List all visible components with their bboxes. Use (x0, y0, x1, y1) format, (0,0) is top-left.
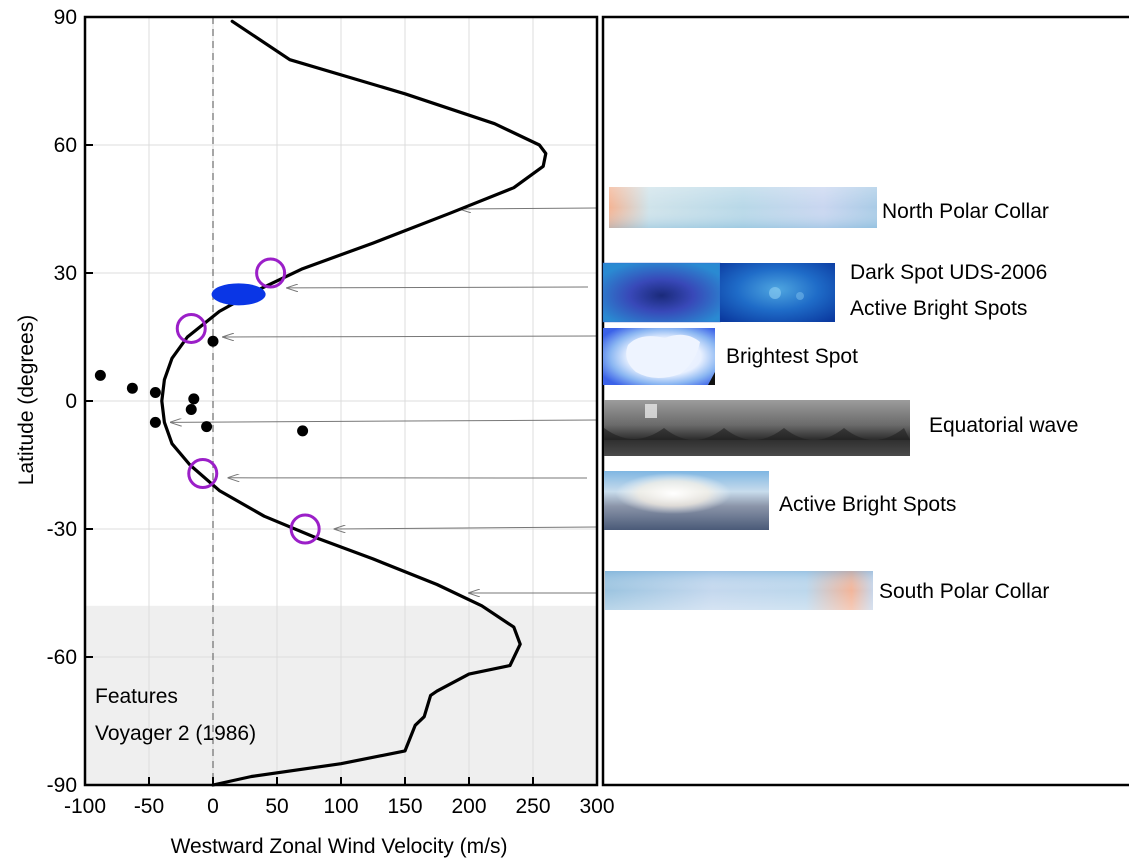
right-panel-frame (601, 15, 1129, 787)
active-bright-spots-image (604, 471, 769, 530)
y-tick-label: 90 (54, 6, 77, 29)
x-tick-label: 100 (323, 795, 358, 818)
north-polar-collar-image (609, 187, 877, 228)
y-axis-label: Latitude (degrees) (15, 315, 38, 485)
annotation-arrow (335, 527, 598, 529)
scatter-point (94, 369, 106, 381)
voyager-label-line-1: Features (95, 685, 178, 708)
dark-spot-image (602, 262, 721, 323)
circle-marker (289, 513, 321, 545)
x-axis-ticks: -100 -50 0 50 100 150 200 250 300 (64, 777, 615, 818)
x-axis-label: Westward Zonal Wind Velocity (m/s) (171, 835, 508, 858)
dark-spot-markers (211, 283, 266, 306)
equatorial-wave-image (604, 400, 910, 456)
y-tick-label: 0 (65, 390, 77, 413)
x-tick-label: 250 (515, 795, 550, 818)
dark-spot-marker (211, 283, 266, 306)
south-polar-collar-image (605, 571, 873, 610)
y-axis-ticks: 90 60 30 0 -30 -60 -90 (47, 6, 93, 797)
annotation-arrow (287, 287, 589, 288)
annotation-arrow (460, 208, 598, 209)
scatter-point (297, 425, 309, 437)
active-bright-spots-blue-image (720, 263, 835, 322)
x-tick-label: 200 (451, 795, 486, 818)
scatter-point (188, 393, 200, 405)
annotation-arrow (171, 420, 598, 422)
y-tick-label: -90 (47, 774, 77, 797)
x-tick-label: -100 (64, 795, 106, 818)
scatter-point (149, 416, 161, 428)
x-tick-label: 300 (579, 795, 614, 818)
circle-marker (187, 458, 219, 490)
wind-profile-line (160, 19, 548, 787)
label-active-bright-spots-2: Active Bright Spots (779, 493, 956, 516)
scatter-point (185, 404, 197, 416)
label-equatorial-wave: Equatorial wave (929, 414, 1078, 437)
scatter-point (126, 382, 138, 394)
scatter-point (207, 335, 219, 347)
brightest-spot-image (603, 328, 715, 385)
scatter-point (149, 386, 161, 398)
circle-markers (175, 257, 321, 545)
y-tick-label: -30 (47, 518, 77, 541)
annotation-arrow (223, 336, 598, 337)
y-tick-label: 60 (54, 134, 77, 157)
label-brightest-spot: Brightest Spot (726, 345, 858, 368)
x-tick-label: 50 (265, 795, 288, 818)
label-dark-spot-uds-2006: Dark Spot UDS-2006 (850, 261, 1047, 284)
x-tick-label: 0 (207, 795, 219, 818)
label-active-bright-spots-1: Active Bright Spots (850, 297, 1027, 320)
y-tick-label: 30 (54, 262, 77, 285)
voyager-label-line-2: Voyager 2 (1986) (95, 722, 256, 745)
scatter-points (94, 335, 309, 437)
y-tick-label: -60 (47, 646, 77, 669)
label-south-polar-collar: South Polar Collar (879, 580, 1049, 603)
circle-marker (175, 312, 207, 344)
x-tick-label: 150 (387, 795, 422, 818)
annotation-arrows (171, 208, 598, 593)
circle-marker (255, 257, 287, 289)
x-tick-label: -50 (134, 795, 164, 818)
scatter-point (201, 421, 213, 433)
label-north-polar-collar: North Polar Collar (882, 200, 1049, 223)
